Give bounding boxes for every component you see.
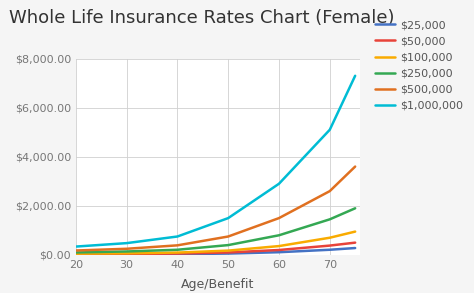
$25,000 <box>225 252 231 255</box>
$50,000 <box>124 252 129 256</box>
$500,000 <box>124 247 129 251</box>
$50,000 <box>73 252 79 256</box>
$100,000 <box>124 252 129 255</box>
$1,000,000 <box>73 245 79 248</box>
Line: $50,000: $50,000 <box>76 243 355 254</box>
$250,000 <box>352 207 358 210</box>
$1,000,000 <box>276 182 282 185</box>
$1,000,000 <box>352 74 358 78</box>
$25,000 <box>276 251 282 254</box>
Line: $1,000,000: $1,000,000 <box>76 76 355 247</box>
$100,000 <box>225 249 231 252</box>
Line: $500,000: $500,000 <box>76 166 355 251</box>
$100,000 <box>327 236 333 239</box>
Legend: $25,000, $50,000, $100,000, $250,000, $500,000, $1,000,000: $25,000, $50,000, $100,000, $250,000, $5… <box>375 20 463 111</box>
$250,000 <box>124 250 129 253</box>
$100,000 <box>174 251 180 254</box>
$250,000 <box>174 248 180 251</box>
$25,000 <box>352 246 358 250</box>
$250,000 <box>225 243 231 247</box>
$50,000 <box>174 252 180 255</box>
$100,000 <box>73 252 79 255</box>
$500,000 <box>276 216 282 220</box>
$25,000 <box>174 252 180 256</box>
$250,000 <box>73 251 79 254</box>
$1,000,000 <box>327 128 333 132</box>
$500,000 <box>327 189 333 193</box>
$100,000 <box>352 230 358 233</box>
$25,000 <box>327 248 333 251</box>
Line: $100,000: $100,000 <box>76 231 355 254</box>
$250,000 <box>276 234 282 237</box>
$500,000 <box>352 165 358 168</box>
$50,000 <box>327 244 333 247</box>
$50,000 <box>352 241 358 244</box>
$100,000 <box>276 244 282 248</box>
Line: $250,000: $250,000 <box>76 208 355 253</box>
$1,000,000 <box>124 241 129 245</box>
$250,000 <box>327 218 333 221</box>
$50,000 <box>276 248 282 252</box>
$50,000 <box>225 251 231 254</box>
$500,000 <box>225 235 231 238</box>
$1,000,000 <box>174 235 180 238</box>
$500,000 <box>73 249 79 252</box>
X-axis label: Age/Benefit: Age/Benefit <box>182 278 255 291</box>
$500,000 <box>174 243 180 247</box>
$1,000,000 <box>225 216 231 220</box>
Text: Whole Life Insurance Rates Chart (Female): Whole Life Insurance Rates Chart (Female… <box>9 9 395 27</box>
Line: $25,000: $25,000 <box>76 248 355 254</box>
$25,000 <box>124 253 129 256</box>
$25,000 <box>73 253 79 256</box>
